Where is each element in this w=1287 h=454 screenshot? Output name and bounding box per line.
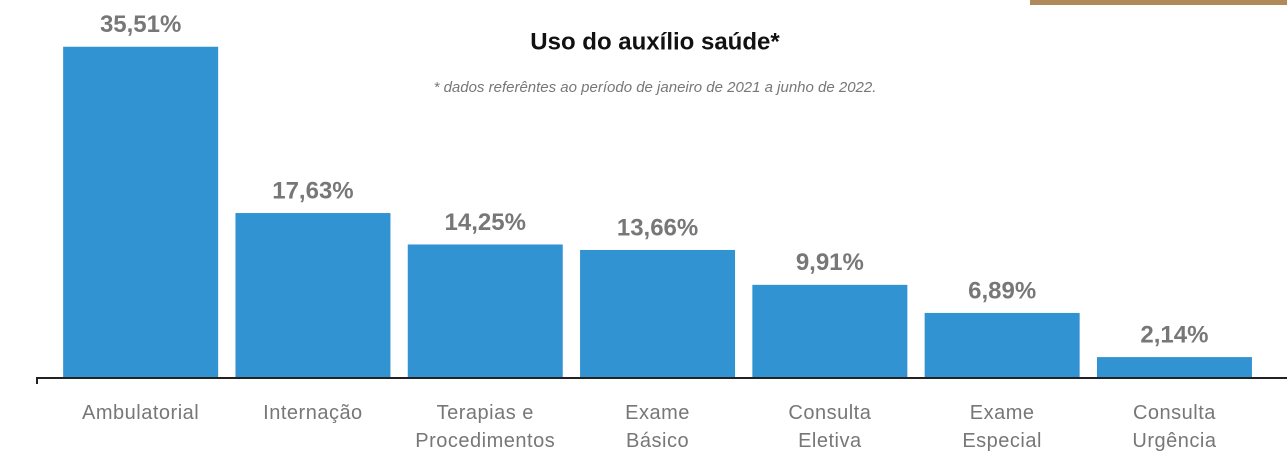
x-tick-label: Consulta Eletiva xyxy=(788,402,872,452)
x-tick-label: Consulta Urgência xyxy=(1132,402,1217,452)
bar xyxy=(63,46,219,378)
bar xyxy=(580,249,736,377)
bar xyxy=(752,284,908,377)
value-label: 14,25% xyxy=(445,209,526,236)
chart-title: Uso do auxílio saúde* xyxy=(530,28,780,55)
x-tick-label: Exame Especial xyxy=(962,402,1042,452)
value-label: 2,14% xyxy=(1140,321,1208,348)
bar xyxy=(407,244,563,377)
value-label: 35,51% xyxy=(100,11,181,38)
bar xyxy=(924,312,1080,377)
bar xyxy=(235,213,391,377)
value-label: 13,66% xyxy=(617,214,698,241)
bar xyxy=(1096,357,1252,377)
value-label: 17,63% xyxy=(272,177,353,204)
chart-subtitle: * dados referêntes ao período de janeiro… xyxy=(434,79,877,96)
x-tick-label: Exame Básico xyxy=(625,402,690,452)
header-image-edge xyxy=(1030,0,1287,5)
x-tick-label: Terapias e Procedimentos xyxy=(415,402,556,452)
x-tick-label: Internação xyxy=(263,402,363,424)
value-label: 9,91% xyxy=(796,249,864,276)
x-tick-label: Ambulatorial xyxy=(82,402,200,424)
value-label: 6,89% xyxy=(968,277,1036,304)
